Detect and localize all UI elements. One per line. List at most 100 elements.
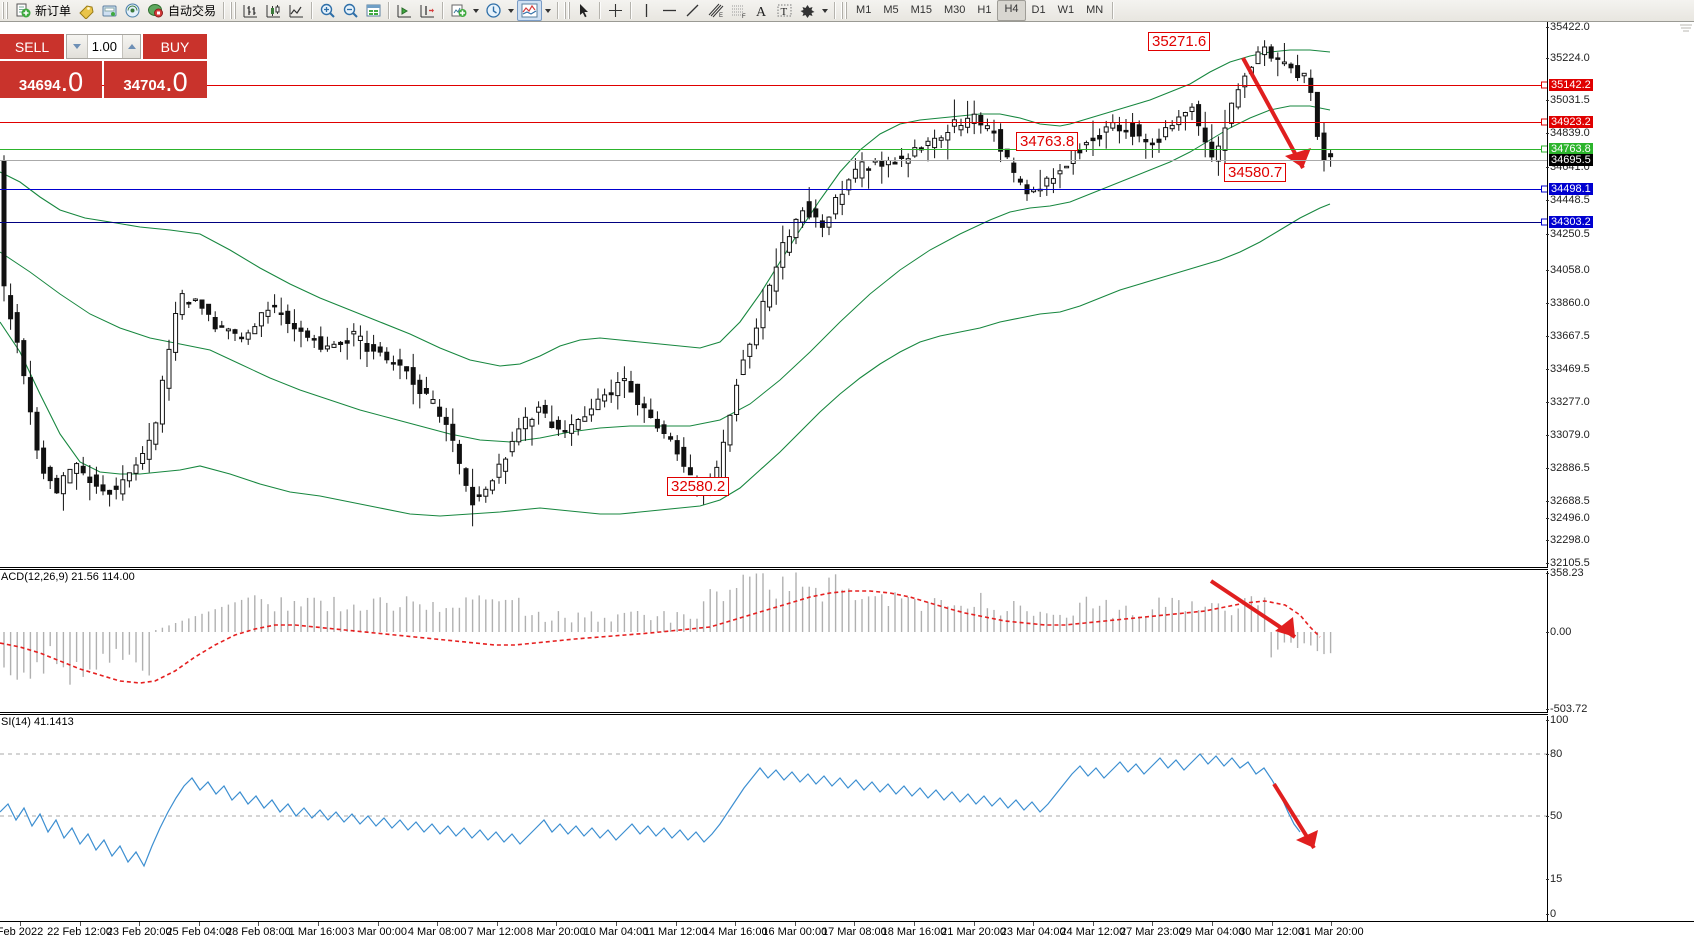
down-arrow-red-rsi — [1272, 782, 1318, 850]
horizontal-line-icon[interactable] — [658, 1, 681, 20]
zoom-in-icon[interactable] — [316, 1, 339, 20]
ask-price-display[interactable]: 34704 .0 — [104, 61, 207, 98]
toolbar-grip-3[interactable] — [564, 2, 572, 19]
toolbar-divider — [223, 2, 226, 19]
price-tag-support-34763[interactable]: 34763.8 — [1549, 143, 1593, 155]
chevron-down-icon[interactable] — [473, 8, 480, 13]
chevron-down-icon-2[interactable] — [508, 8, 515, 13]
price-tick: 34250.5 — [1546, 228, 1590, 240]
vertical-line-icon[interactable] — [635, 1, 658, 20]
volume-decrease-button[interactable] — [67, 35, 88, 58]
tab-timeframe-w1[interactable]: W1 — [1057, 4, 1075, 16]
auto-trading-icon[interactable] — [144, 1, 167, 20]
tab-timeframe-m1[interactable]: M1 — [856, 4, 872, 16]
time-tick-mark — [854, 922, 856, 926]
tab-timeframe-mn[interactable]: MN — [1086, 4, 1104, 16]
tab-timeframe-h1[interactable]: H1 — [977, 4, 992, 16]
price-tag-support-34303[interactable]: 34303.2 — [1549, 216, 1593, 228]
time-tick-mark — [675, 922, 677, 926]
macd-pane[interactable]: ACD(12,26,9) 21.56 114.00 — [0, 571, 1548, 712]
new-order-label[interactable]: 新订单 — [35, 4, 72, 18]
chart-canvas[interactable]: DJ30-,H4 34695.5 34695.5 34695.5 34695.5 — [0, 21, 1694, 942]
caret-down-icon — [73, 44, 81, 49]
fibo-channel-icon[interactable]: E — [704, 1, 727, 20]
bar-chart-icon[interactable] — [239, 1, 262, 20]
toolbar-grip-2[interactable] — [230, 2, 238, 19]
tab-timeframe-m30[interactable]: M30 — [944, 4, 966, 16]
time-tick-mark — [139, 922, 141, 926]
rsi-pane[interactable]: SI(14) 41.1413 — [0, 716, 1548, 920]
chart-shift-icon[interactable] — [416, 1, 439, 20]
text-icon[interactable]: A — [750, 1, 773, 20]
price-axis[interactable]: 35422.0 35224.0 35031.5 34839.0 34641.0 … — [1546, 21, 1694, 569]
volume-increase-button[interactable] — [122, 35, 140, 58]
time-tick-mark — [1212, 922, 1213, 926]
support-line-34763[interactable] — [0, 149, 1548, 150]
one-click-trading-panel[interactable]: SELL 1.00 BUY 34694 .0 34704 .0 — [0, 34, 207, 98]
time-axis[interactable]: Feb 2022 22 Feb 12:00 23 Feb 20:00 25 Feb 0… — [0, 921, 1694, 942]
pane-separator-1b — [0, 569, 1548, 570]
chevron-down-icon-3[interactable] — [545, 8, 552, 13]
support-line-34498[interactable] — [0, 189, 1548, 190]
time-tick-mark — [20, 922, 21, 926]
chart-scroll-indicator[interactable] — [1680, 24, 1692, 34]
tab-timeframe-m15[interactable]: M15 — [910, 4, 932, 16]
expert-advisor-icon[interactable] — [75, 1, 98, 20]
new-order-icon[interactable] — [11, 1, 34, 20]
annotation-34580[interactable]: 34580.7 — [1224, 163, 1287, 182]
time-tick-label: 16 Mar 00:00 — [762, 926, 828, 938]
template-icon[interactable] — [517, 0, 543, 21]
chevron-down-icon-4[interactable] — [822, 8, 829, 13]
indicator-add-icon[interactable] — [447, 1, 470, 20]
data-folder-icon[interactable] — [98, 1, 121, 20]
ask-price-decimal: .0 — [165, 67, 188, 97]
bar-shift-icon[interactable] — [393, 1, 416, 20]
rsi-axis[interactable]: 100 80 50 15 0 — [1545, 714, 1694, 921]
volume-input[interactable]: 1.00 — [91, 39, 117, 54]
price-tag-support-34498[interactable]: 34498.1 — [1549, 183, 1593, 195]
auto-trading-label[interactable]: 自动交易 — [168, 4, 217, 18]
price-tick: 32298.0 — [1546, 534, 1590, 546]
tab-timeframe-d1[interactable]: D1 — [1031, 4, 1046, 16]
data-window-icon[interactable] — [362, 1, 385, 20]
line-chart-icon[interactable] — [285, 1, 308, 20]
fibo-retracement-icon[interactable]: F — [727, 1, 750, 20]
time-tick-mark — [735, 922, 737, 926]
price-tick: 35422.0 — [1546, 21, 1590, 33]
price-tag-resistance-34923[interactable]: 34923.2 — [1549, 116, 1593, 128]
time-tick-label: 8 Mar 20:00 — [527, 926, 586, 938]
toolbar-divider-4 — [442, 2, 445, 19]
cursor-icon[interactable] — [573, 1, 596, 20]
support-line-34303[interactable] — [0, 222, 1548, 223]
label-icon[interactable]: T — [773, 1, 796, 20]
resistance-line-34923[interactable] — [0, 122, 1548, 123]
signals-icon[interactable] — [121, 1, 144, 20]
bid-price-display[interactable]: 34694 .0 — [0, 61, 102, 98]
resistance-line-35142[interactable] — [0, 85, 1548, 86]
down-arrow-red-macd — [1209, 579, 1297, 639]
zoom-out-icon[interactable] — [339, 1, 362, 20]
tab-timeframe-m5[interactable]: M5 — [883, 4, 899, 16]
rsi-tick: 0 — [1545, 908, 1557, 920]
toolbar-grip[interactable] — [2, 2, 9, 19]
time-tick-label: 23 Mar 04:00 — [1000, 926, 1066, 938]
annotation-low-32580[interactable]: 32580.2 — [667, 477, 730, 496]
main-toolbar: 新订单 自动交易 — [0, 0, 1694, 23]
price-pane[interactable] — [0, 22, 1548, 567]
sell-button[interactable]: SELL — [0, 34, 64, 59]
rsi-indicator-label: SI(14) 41.1413 — [1, 716, 74, 728]
annotation-34763[interactable]: 34763.8 — [1016, 132, 1079, 151]
trendline-icon[interactable] — [681, 1, 704, 20]
candlestick-chart-icon[interactable] — [262, 1, 285, 20]
history-center-icon[interactable] — [482, 1, 505, 20]
macd-axis[interactable]: 358.23 0.00 -503.72 — [1545, 567, 1694, 715]
time-tick-label: 30 Mar 12:00 — [1239, 926, 1305, 938]
crosshair-icon[interactable] — [604, 1, 627, 20]
price-tag-resistance-35142[interactable]: 35142.2 — [1549, 79, 1593, 91]
tab-timeframe-h4[interactable]: H4 — [997, 0, 1026, 21]
annotation-high-35271[interactable]: 35271.6 — [1148, 32, 1211, 51]
volume-stepper[interactable]: 1.00 — [66, 34, 141, 59]
toolbar-grip-4[interactable] — [841, 2, 849, 19]
buy-button[interactable]: BUY — [143, 34, 207, 59]
shapes-icon[interactable] — [796, 1, 819, 20]
